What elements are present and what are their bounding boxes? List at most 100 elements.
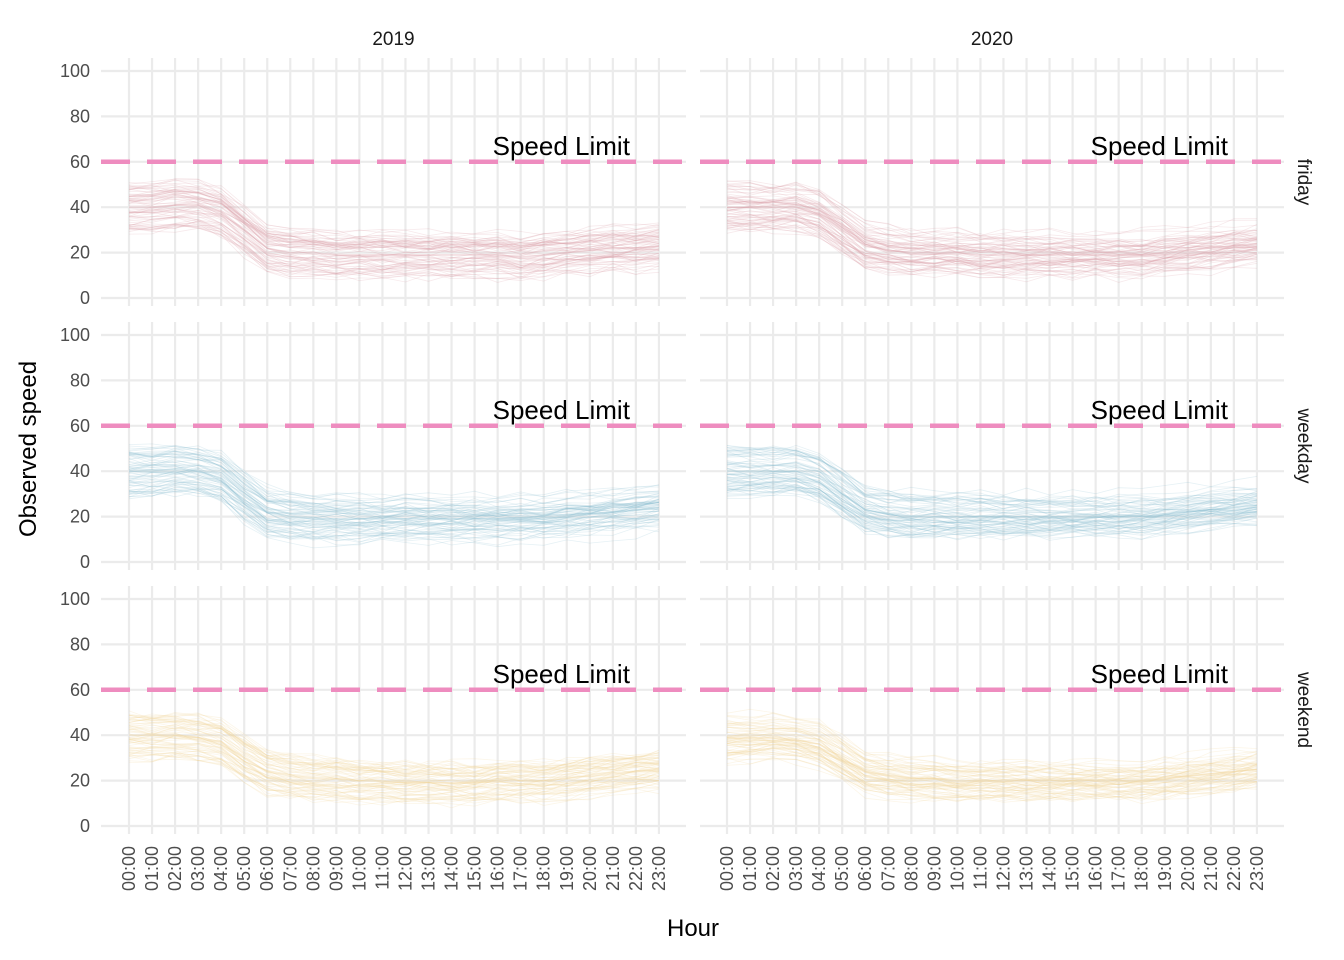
speed-limit-label: Speed Limit [1091,131,1229,161]
y-tick-label: 80 [70,370,90,390]
trace-line [726,744,1257,797]
speed-limit-label: Speed Limit [493,131,631,161]
trace-line [128,218,660,269]
trace-line [128,480,659,534]
trace-line [128,752,659,802]
trace-line [726,718,1257,766]
trace-line [128,185,659,250]
trace-line [726,469,1257,521]
trace-line [726,471,1257,524]
trace-line [128,217,659,277]
x-tick-label: 22:00 [1224,846,1244,891]
x-tick-label: 17:00 [511,846,531,891]
trace-line [727,183,1257,247]
trace-line [726,476,1257,528]
trace-line [726,487,1257,541]
trace-line [128,464,659,522]
trace-line [128,461,659,517]
trace-line [726,477,1257,524]
x-tick-label: 17:00 [1109,846,1129,891]
trace-line [128,455,659,521]
trace-line [128,467,659,528]
trace-line [128,738,659,788]
trace-line [726,486,1257,536]
trace-line [726,210,1257,274]
trace-line [726,197,1258,253]
trace-line [726,478,1257,524]
trace-line [726,480,1257,533]
trace-line [726,206,1257,258]
trace-line [128,734,659,788]
trace-line [726,224,1258,270]
trace-line [726,481,1257,528]
trace-line [726,490,1257,539]
trace-line [128,222,660,278]
trace-line [726,464,1258,517]
trace-line [726,463,1257,525]
trace-line [128,445,659,507]
trace-line [726,482,1257,531]
panel-friday-2019: 0 20 40 60 80 100 Speed Limit [60,58,686,308]
trace-line [128,488,659,540]
trace-line [128,726,659,786]
trace-line [726,209,1257,267]
trace-line [128,204,659,266]
trace-line [128,225,659,274]
trace-group [726,708,1258,805]
trace-line [128,485,659,540]
speed-limit-label: Speed Limit [493,395,631,425]
trace-line [726,475,1257,527]
trace-line [726,724,1257,773]
trace-line [128,471,659,526]
strip-label-2019: 2019 [372,29,414,50]
x-tick-label: 18:00 [534,846,554,891]
trace-line [128,180,659,241]
x-tick-label: 16:00 [488,846,508,891]
trace-line [129,188,659,246]
x-tick-label: 04:00 [809,846,829,891]
trace-line [726,212,1257,262]
trace-line [726,450,1257,506]
trace-line [128,714,659,775]
trace-line [726,757,1257,803]
trace-line [726,733,1257,791]
panel-weekday-2019: 0 20 40 60 80 100 Speed Limit [60,322,686,572]
trace-line [128,215,660,269]
trace-line [128,458,659,518]
trace-line [128,487,660,542]
trace-line [726,475,1257,528]
trace-line [128,738,660,796]
trace-line [726,743,1257,791]
trace-line [128,753,660,801]
trace-line [128,195,659,253]
trace-line [128,194,660,257]
x-tick-label: 23:00 [1247,846,1267,891]
trace-line [128,714,660,770]
trace-line [726,200,1257,261]
trace-line [726,731,1257,779]
trace-line [128,205,659,260]
speed-limit-label: Speed Limit [493,659,631,689]
x-tick-label: 21:00 [603,846,623,891]
trace-line [128,741,659,792]
trace-line [128,474,659,527]
trace-line [128,724,659,777]
x-tick-label: 00:00 [717,846,737,891]
x-tick-label: 00:00 [119,846,139,891]
trace-line [726,207,1258,266]
trace-line [726,224,1257,280]
x-tick-label: 06:00 [257,846,277,891]
trace-line [128,200,659,256]
y-tick-label: 60 [70,680,90,700]
trace-line [726,461,1257,517]
trace-line [726,447,1257,504]
trace-line [726,727,1257,776]
trace-line [726,195,1257,259]
trace-line [726,452,1257,505]
trace-line [726,227,1257,283]
trace-line [726,735,1257,792]
trace-line [726,470,1258,524]
trace-line [128,191,659,252]
trace-line [128,198,659,253]
